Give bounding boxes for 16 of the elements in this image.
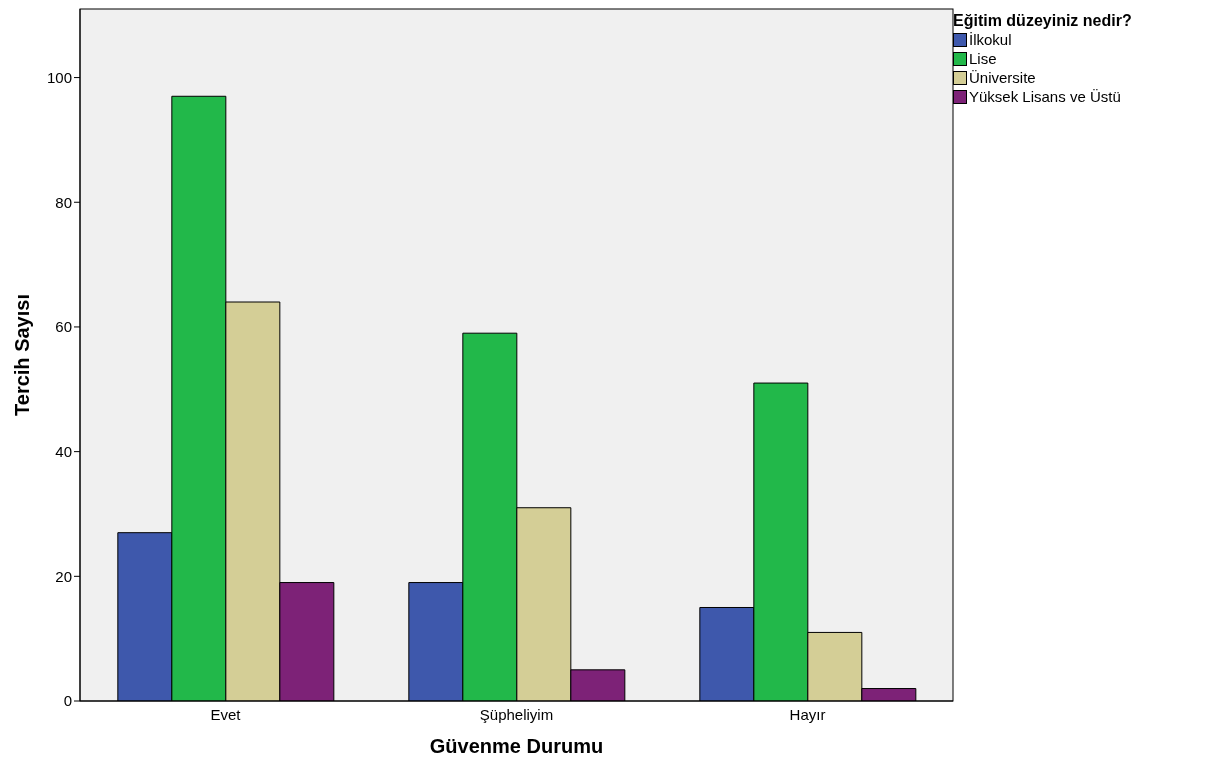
legend-label: İlkokul — [969, 31, 1012, 48]
y-tick-label: 20 — [55, 567, 72, 585]
x-tick-label: Hayır — [789, 705, 826, 723]
y-axis-title: Tercih Sayısı — [11, 294, 34, 416]
y-tick-label: 40 — [55, 442, 72, 460]
legend-label: Yüksek Lisans ve Üstü — [969, 88, 1121, 105]
x-tick-label: Evet — [210, 705, 242, 723]
y-tick-label: 0 — [63, 692, 72, 710]
legend-label: Lise — [969, 50, 997, 67]
y-tick-label: 100 — [46, 68, 72, 86]
x-tick-label: Şüpheliyim — [479, 705, 554, 723]
legend-label: Üniversite — [969, 69, 1036, 86]
y-tick-label: 80 — [55, 193, 72, 211]
x-axis-title: Güvenme Durumu — [429, 735, 604, 757]
legend-title: Eğitim düzeyiniz nedir? — [953, 12, 1132, 30]
y-tick-label: 60 — [55, 318, 72, 336]
